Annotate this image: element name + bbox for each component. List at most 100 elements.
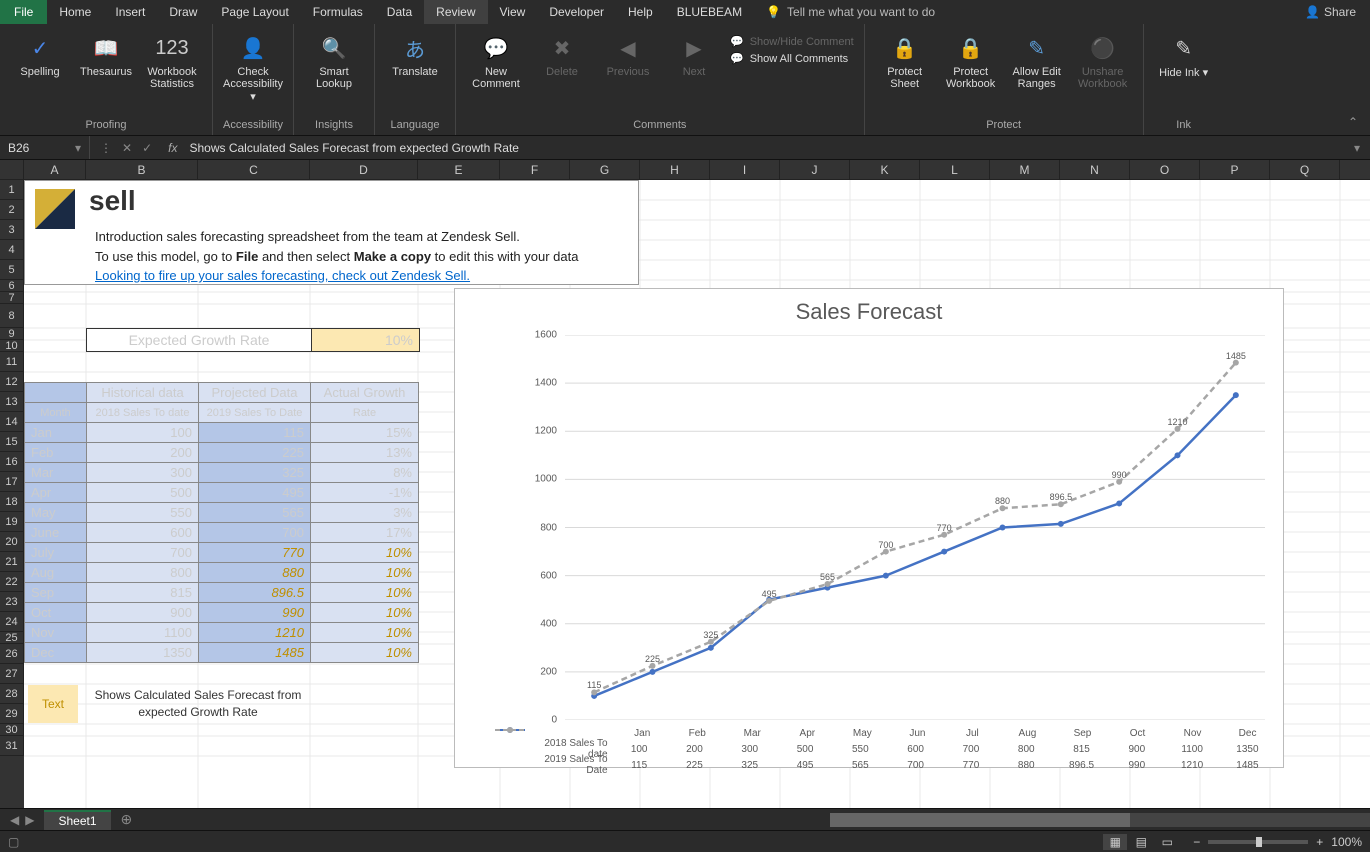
zoom-slider[interactable] bbox=[1208, 840, 1308, 844]
hide-ink-button[interactable]: ✎Hide Ink ▾ bbox=[1154, 28, 1214, 79]
expected-growth-value[interactable]: 10% bbox=[312, 328, 420, 352]
check-accessibility-button[interactable]: 👤Check Accessibility ▾ bbox=[223, 28, 283, 103]
row-header[interactable]: 5 bbox=[0, 260, 24, 280]
column-header[interactable]: F bbox=[500, 160, 570, 179]
column-header[interactable]: N bbox=[1060, 160, 1130, 179]
sheet-nav[interactable]: ◀▶ bbox=[0, 813, 44, 827]
row-header[interactable]: 21 bbox=[0, 552, 24, 572]
page-break-view-button[interactable]: ▭ bbox=[1155, 834, 1179, 850]
menu-tab-review[interactable]: Review bbox=[424, 0, 487, 24]
column-header[interactable]: K bbox=[850, 160, 920, 179]
row-header[interactable]: 3 bbox=[0, 220, 24, 240]
zoom-level[interactable]: 100% bbox=[1331, 835, 1362, 849]
column-header[interactable]: L bbox=[920, 160, 990, 179]
row-header[interactable]: 28 bbox=[0, 684, 24, 704]
column-header[interactable]: E bbox=[418, 160, 500, 179]
column-header[interactable]: G bbox=[570, 160, 640, 179]
expand-formula-icon[interactable]: ▾ bbox=[1344, 141, 1370, 155]
row-header[interactable]: 10 bbox=[0, 340, 24, 352]
zoom-out-button[interactable]: − bbox=[1193, 835, 1200, 849]
row-header[interactable]: 26 bbox=[0, 644, 24, 664]
row-header[interactable]: 16 bbox=[0, 452, 24, 472]
table-row[interactable]: Nov1100121010% bbox=[25, 623, 419, 643]
translate-button[interactable]: あTranslate bbox=[385, 28, 445, 78]
table-row[interactable]: Sep815896.510% bbox=[25, 583, 419, 603]
row-header[interactable]: 11 bbox=[0, 352, 24, 372]
row-header[interactable]: 2 bbox=[0, 200, 24, 220]
row-header[interactable]: 20 bbox=[0, 532, 24, 552]
row-header[interactable]: 12 bbox=[0, 372, 24, 392]
row-header[interactable]: 29 bbox=[0, 704, 24, 724]
row-header[interactable]: 31 bbox=[0, 736, 24, 756]
table-row[interactable]: Mar3003258% bbox=[25, 463, 419, 483]
cancel-icon[interactable]: ✕ bbox=[122, 141, 132, 155]
table-row[interactable]: Aug80088010% bbox=[25, 563, 419, 583]
add-sheet-button[interactable]: ⊕ bbox=[111, 811, 143, 828]
menu-tab-home[interactable]: Home bbox=[47, 0, 103, 24]
fx-icon[interactable]: fx bbox=[162, 141, 183, 155]
spelling-button[interactable]: ✓Spelling bbox=[10, 28, 70, 78]
sheet-tab[interactable]: Sheet1 bbox=[44, 810, 110, 830]
menu-tab-page-layout[interactable]: Page Layout bbox=[209, 0, 300, 24]
show-all-comments-button[interactable]: 💬Show All Comments bbox=[730, 51, 848, 66]
horizontal-scrollbar[interactable] bbox=[830, 813, 1370, 827]
table-row[interactable]: Apr500495-1% bbox=[25, 483, 419, 503]
new-comment-button[interactable]: 💬New Comment bbox=[466, 28, 526, 90]
page-layout-view-button[interactable]: ▤ bbox=[1129, 834, 1153, 850]
column-header[interactable]: H bbox=[640, 160, 710, 179]
name-box[interactable]: B26 ▾ bbox=[0, 136, 90, 159]
table-row[interactable]: Oct90099010% bbox=[25, 603, 419, 623]
row-header[interactable]: 15 bbox=[0, 432, 24, 452]
dropdown-icon[interactable]: ▾ bbox=[75, 141, 81, 155]
row-header[interactable]: 8 bbox=[0, 304, 24, 328]
enter-icon[interactable]: ✓ bbox=[142, 141, 152, 155]
select-all-corner[interactable] bbox=[0, 160, 24, 179]
worksheet[interactable]: sell Introduction sales forecasting spre… bbox=[24, 180, 1370, 808]
tell-me[interactable]: 💡 Tell me what you want to do bbox=[754, 5, 947, 19]
column-header[interactable]: C bbox=[198, 160, 310, 179]
row-header[interactable]: 6 bbox=[0, 280, 24, 292]
row-header[interactable]: 30 bbox=[0, 724, 24, 736]
row-header[interactable]: 13 bbox=[0, 392, 24, 412]
collapse-ribbon-icon[interactable]: ⌃ bbox=[1348, 24, 1370, 135]
column-header[interactable]: M bbox=[990, 160, 1060, 179]
table-row[interactable]: May5505653% bbox=[25, 503, 419, 523]
row-header[interactable]: 9 bbox=[0, 328, 24, 340]
protect-workbook-button[interactable]: 🔒Protect Workbook bbox=[941, 28, 1001, 90]
allow-edit-ranges-button[interactable]: ✎Allow Edit Ranges bbox=[1007, 28, 1067, 90]
menu-tab-help[interactable]: Help bbox=[616, 0, 665, 24]
row-header[interactable]: 18 bbox=[0, 492, 24, 512]
sales-forecast-chart[interactable]: Sales Forecast 0200400600800100012001400… bbox=[454, 288, 1284, 768]
protect-sheet-button[interactable]: 🔒Protect Sheet bbox=[875, 28, 935, 90]
row-header[interactable]: 27 bbox=[0, 664, 24, 684]
column-header[interactable]: I bbox=[710, 160, 780, 179]
thesaurus-button[interactable]: 📖Thesaurus bbox=[76, 28, 136, 78]
row-header[interactable]: 17 bbox=[0, 472, 24, 492]
row-header[interactable]: 1 bbox=[0, 180, 24, 200]
column-header[interactable]: Q bbox=[1270, 160, 1340, 179]
column-header[interactable]: O bbox=[1130, 160, 1200, 179]
table-row[interactable]: Jan10011515% bbox=[25, 423, 419, 443]
column-header[interactable]: A bbox=[24, 160, 86, 179]
row-header[interactable]: 24 bbox=[0, 612, 24, 632]
menu-tab-insert[interactable]: Insert bbox=[103, 0, 157, 24]
file-tab[interactable]: File bbox=[0, 0, 47, 24]
zoom-in-button[interactable]: + bbox=[1316, 835, 1323, 849]
row-header[interactable]: 25 bbox=[0, 632, 24, 644]
column-header[interactable]: D bbox=[310, 160, 418, 179]
options-icon[interactable]: ⋮ bbox=[100, 141, 112, 155]
row-header[interactable]: 23 bbox=[0, 592, 24, 612]
column-header[interactable]: B bbox=[86, 160, 198, 179]
row-header[interactable]: 22 bbox=[0, 572, 24, 592]
menu-tab-bluebeam[interactable]: BLUEBEAM bbox=[665, 0, 754, 24]
row-header[interactable]: 4 bbox=[0, 240, 24, 260]
formula-input[interactable]: Shows Calculated Sales Forecast from exp… bbox=[183, 141, 1344, 155]
menu-tab-draw[interactable]: Draw bbox=[157, 0, 209, 24]
smart-lookup-button[interactable]: 🔍Smart Lookup bbox=[304, 28, 364, 90]
table-row[interactable]: June60070017% bbox=[25, 523, 419, 543]
share-button[interactable]: 👤 Share bbox=[1291, 5, 1370, 19]
normal-view-button[interactable]: ▦ bbox=[1103, 834, 1127, 850]
intro-link[interactable]: Looking to fire up your sales forecastin… bbox=[95, 268, 470, 283]
record-macro-icon[interactable]: ▢ bbox=[8, 835, 19, 849]
column-header[interactable]: P bbox=[1200, 160, 1270, 179]
